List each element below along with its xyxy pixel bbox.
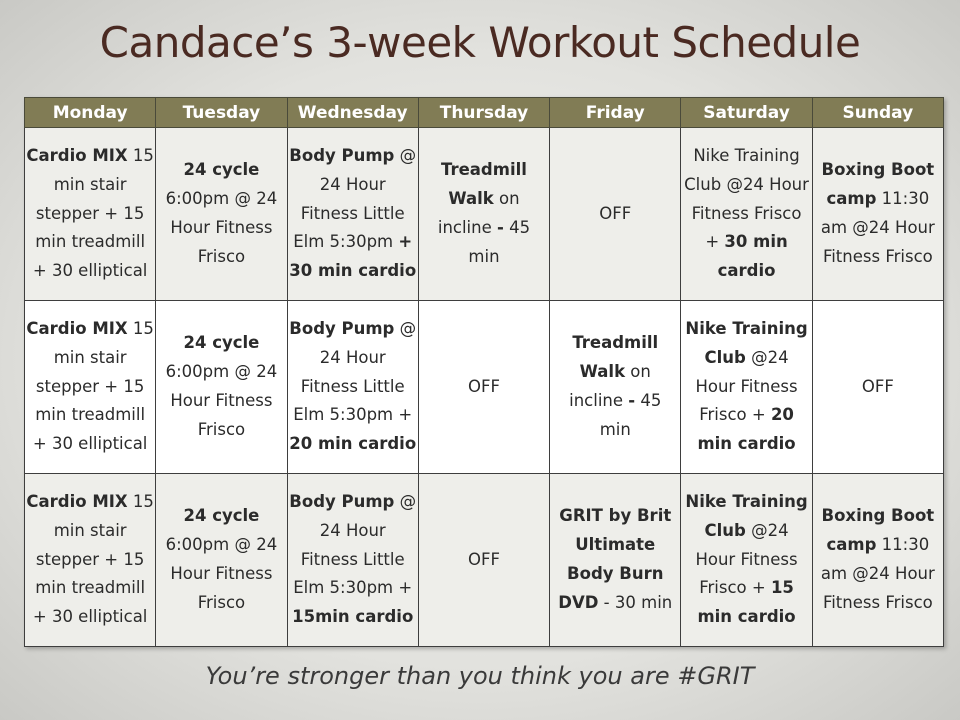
header-row: Monday Tuesday Wednesday Thursday Friday Satu… [23, 97, 945, 128]
activity-detail: 11:30 am @24 Hour Fitness Frisco [820, 535, 935, 612]
schedule-cell-thursday: OFF [417, 473, 551, 647]
activity-detail: 6:00pm @ 24 Hour Fitness Frisco [165, 189, 278, 266]
schedule-cell-wednesday: Body Pump @ 24 Hour Fitness Little Elm 5… [286, 473, 419, 647]
activity-detail: 15 min stair stepper + 15 min treadmill … [32, 492, 154, 627]
activity-detail: 15 min stair stepper + 15 min treadmill … [32, 319, 154, 454]
activity-name: 24 cycle [183, 333, 260, 353]
column-header-tuesday: Tuesday [155, 97, 288, 128]
activity-detail: @ 24 Hour Fitness Little Elm 5:30pm + [293, 319, 417, 425]
schedule-cell-wednesday: Body Pump @ 24 Hour Fitness Little Elm 5… [286, 127, 419, 301]
schedule-cell-sunday: OFF [811, 300, 945, 474]
activity-name: 15min cardio [292, 607, 414, 627]
activity-name: Cardio MIX [26, 146, 128, 165]
schedule-cell-saturday: Nike Training Club @24 Hour Fitness Fris… [680, 300, 813, 474]
week-row-3: Cardio MIX 15 min stair stepper + 15 min… [23, 473, 945, 647]
activity-name: Nike Training Club [685, 319, 808, 367]
schedule-cell-monday: Cardio MIX 15 min stair stepper + 15 min… [23, 300, 157, 474]
activity-detail: OFF [599, 203, 632, 223]
schedule-cell-friday: GRIT by Brit Ultimate Body Burn DVD - 30… [549, 473, 682, 647]
activity-detail: @24 Hour Fitness Frisco + [695, 520, 798, 598]
activity-name: - [628, 391, 636, 410]
motto-footer: You’re stronger than you think you are #… [205, 662, 755, 690]
activity-name: Body Pump [289, 146, 395, 165]
schedule-cell-friday: Treadmill Walk on incline - 45 min [549, 300, 682, 474]
schedule-cell-sunday: Boxing Boot camp 11:30 am @24 Hour Fitne… [811, 127, 945, 301]
activity-name: 24 cycle [183, 506, 260, 526]
activity-detail: 45 min [468, 218, 531, 266]
activity-detail: @ 24 Hour Fitness Little Elm 5:30pm + [293, 492, 417, 598]
activity-name: 20 min cardio [289, 434, 417, 454]
activity-name: Treadmill Walk [572, 333, 659, 382]
schedule-cell-sunday: Boxing Boot camp 11:30 am @24 Hour Fitne… [811, 473, 945, 647]
activity-detail: @ 24 Hour Fitness Little Elm 5:30pm [293, 146, 417, 252]
activity-name: Boxing Boot camp [821, 506, 935, 555]
schedule-cell-tuesday: 24 cycle 6:00pm @ 24 Hour Fitness Frisco [155, 473, 288, 647]
column-header-saturday: Saturday [680, 97, 813, 128]
schedule-cell-saturday: Nike Training Club @24 Hour Fitness Fris… [680, 127, 813, 301]
activity-detail: @24 Hour Fitness Frisco + [695, 347, 798, 425]
activity-name: Boxing Boot camp [821, 160, 935, 209]
activity-detail: OFF [468, 376, 500, 396]
activity-name: Cardio MIX [26, 319, 128, 338]
activity-name: 20 min cardio [697, 405, 796, 454]
schedule-cell-wednesday: Body Pump @ 24 Hour Fitness Little Elm 5… [286, 300, 419, 474]
schedule-cell-tuesday: 24 cycle 6:00pm @ 24 Hour Fitness Frisco [155, 127, 288, 301]
activity-detail: 11:30 am @24 Hour Fitness Frisco [820, 189, 935, 266]
activity-name: 15 min cardio [697, 578, 796, 627]
schedule-cell-thursday: OFF [417, 300, 551, 474]
schedule-cell-saturday: Nike Training Club @24 Hour Fitness Fris… [680, 473, 813, 647]
column-header-wednesday: Wednesday [286, 97, 419, 128]
activity-name: Nike Training Club [685, 492, 808, 540]
column-header-friday: Friday [549, 97, 682, 128]
activity-detail: 15 min stair stepper + 15 min treadmill … [32, 146, 154, 281]
activity-name: Body Pump [289, 319, 395, 338]
activity-detail: 45 min [599, 391, 662, 439]
activity-detail: on incline [569, 362, 651, 410]
schedule-cell-monday: Cardio MIX 15 min stair stepper + 15 min… [23, 127, 157, 301]
schedule-cell-thursday: Treadmill Walk on incline - 45 min [417, 127, 551, 301]
activity-detail: on incline [437, 189, 520, 237]
activity-name: GRIT by Brit Ultimate Body Burn DVD [558, 506, 672, 612]
activity-name: Body Pump [289, 492, 395, 511]
page-title: Candace’s 3-week Workout Schedule [99, 18, 861, 67]
column-header-thursday: Thursday [417, 97, 551, 128]
column-header-sunday: Sunday [811, 97, 945, 128]
activity-detail: Nike Training Club @24 Hour Fitness Fris… [684, 146, 809, 252]
week-row-1: Cardio MIX 15 min stair stepper + 15 min… [23, 127, 945, 301]
activity-name: 24 cycle [183, 160, 260, 180]
schedule-cell-tuesday: 24 cycle 6:00pm @ 24 Hour Fitness Frisco [155, 300, 288, 474]
activity-detail: OFF [861, 376, 894, 396]
activity-detail: 6:00pm @ 24 Hour Fitness Frisco [165, 535, 278, 612]
schedule-cell-friday: OFF [549, 127, 682, 301]
activity-name: Cardio MIX [26, 492, 128, 511]
week-row-2: Cardio MIX 15 min stair stepper + 15 min… [23, 300, 945, 474]
column-header-monday: Monday [23, 97, 157, 128]
activity-name: 30 min cardio [717, 232, 788, 281]
activity-detail: OFF [468, 549, 500, 569]
activity-detail: - 30 min [598, 592, 673, 612]
activity-name: + 30 min cardio [289, 232, 417, 281]
workout-schedule-table: Monday Tuesday Wednesday Thursday Friday Satu… [23, 97, 945, 647]
activity-name: - [497, 218, 504, 237]
activity-detail: 6:00pm @ 24 Hour Fitness Frisco [165, 362, 278, 439]
activity-name: Treadmill Walk [441, 160, 527, 209]
schedule-cell-monday: Cardio MIX 15 min stair stepper + 15 min… [23, 473, 157, 647]
